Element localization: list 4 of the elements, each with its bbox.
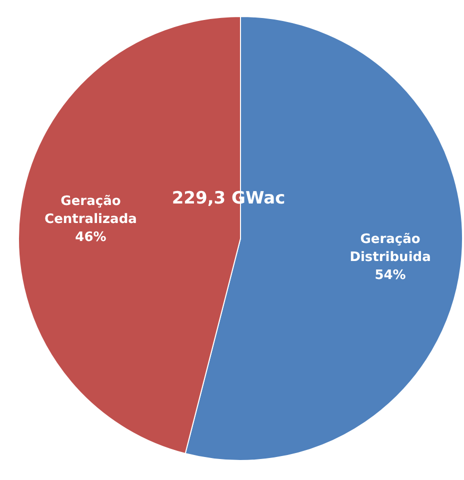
- slice-label: Geração Distribuida: [350, 232, 431, 265]
- data-label: 54%: [374, 268, 406, 283]
- slice-label: Geração Centralizada: [44, 194, 137, 228]
- data-label: 46%: [75, 230, 106, 246]
